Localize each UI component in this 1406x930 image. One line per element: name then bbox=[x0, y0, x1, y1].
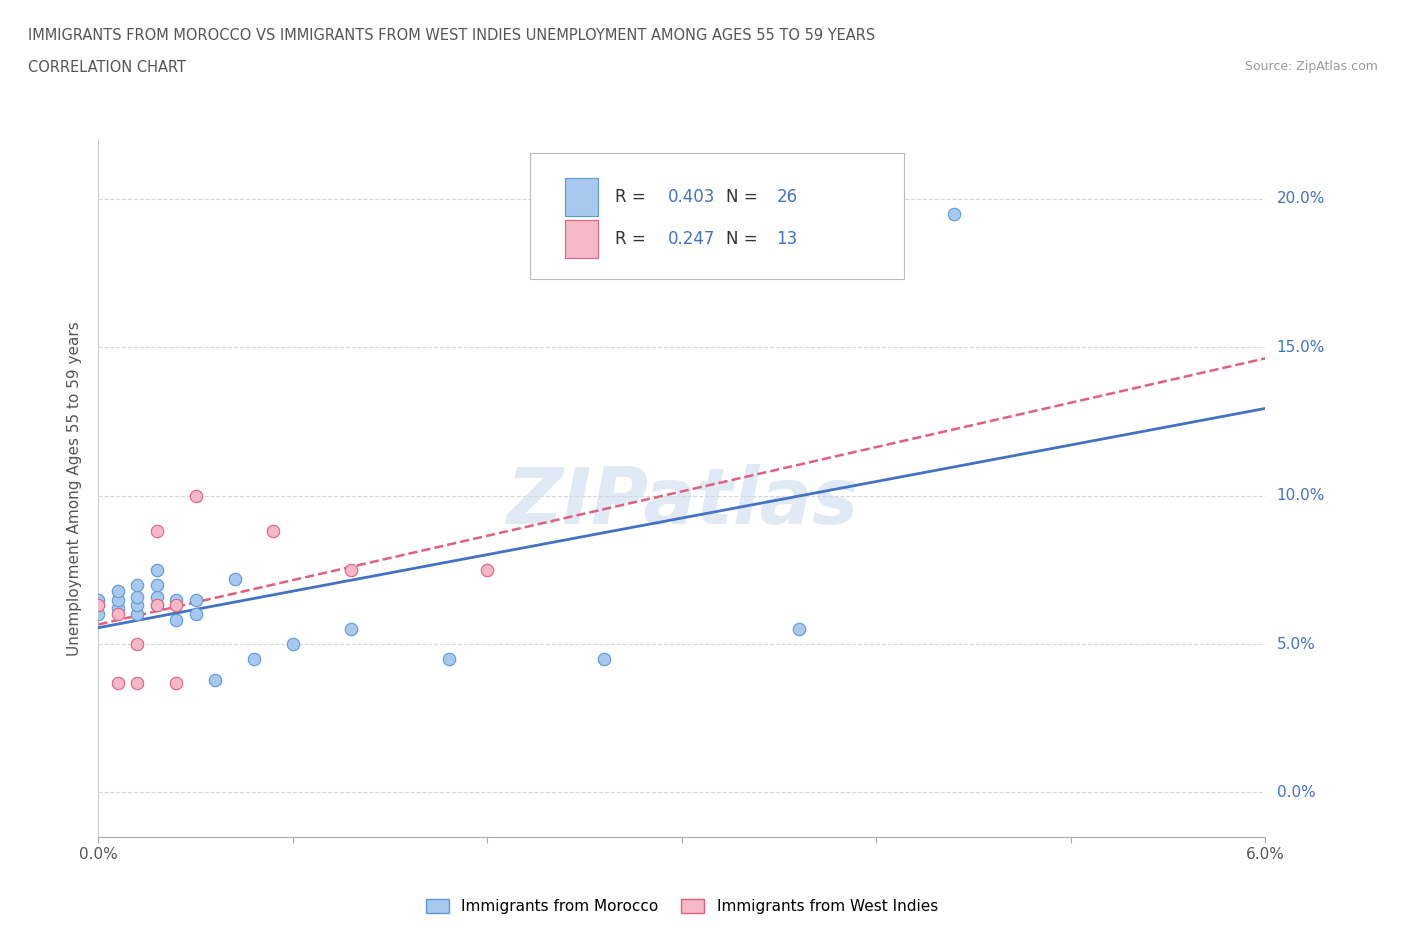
Point bbox=[107, 583, 129, 598]
Point bbox=[340, 622, 363, 637]
Text: 13: 13 bbox=[776, 230, 797, 248]
Point bbox=[243, 652, 266, 667]
Text: 0.247: 0.247 bbox=[668, 230, 716, 248]
Text: N =: N = bbox=[727, 230, 763, 248]
Point bbox=[184, 592, 207, 607]
Point bbox=[127, 607, 149, 622]
Point bbox=[127, 578, 149, 592]
Point bbox=[87, 607, 110, 622]
Point bbox=[107, 675, 129, 690]
Point bbox=[127, 675, 149, 690]
Point bbox=[184, 488, 207, 503]
Bar bbox=[565, 219, 598, 259]
Text: CORRELATION CHART: CORRELATION CHART bbox=[28, 60, 186, 75]
Point bbox=[340, 563, 363, 578]
Point bbox=[127, 589, 149, 604]
Point bbox=[184, 607, 207, 622]
Text: ZIPatlas: ZIPatlas bbox=[506, 464, 858, 540]
Text: N =: N = bbox=[727, 188, 763, 206]
Text: 5.0%: 5.0% bbox=[1277, 636, 1315, 652]
Point bbox=[943, 206, 966, 221]
Text: IMMIGRANTS FROM MOROCCO VS IMMIGRANTS FROM WEST INDIES UNEMPLOYMENT AMONG AGES 5: IMMIGRANTS FROM MOROCCO VS IMMIGRANTS FR… bbox=[28, 28, 876, 43]
Point bbox=[204, 672, 226, 687]
Legend: Immigrants from Morocco, Immigrants from West Indies: Immigrants from Morocco, Immigrants from… bbox=[420, 893, 943, 920]
Text: R =: R = bbox=[616, 230, 651, 248]
Point bbox=[107, 607, 129, 622]
Text: Source: ZipAtlas.com: Source: ZipAtlas.com bbox=[1244, 60, 1378, 73]
Text: R =: R = bbox=[616, 188, 651, 206]
Point bbox=[437, 652, 460, 667]
FancyBboxPatch shape bbox=[530, 153, 904, 279]
Point bbox=[146, 589, 169, 604]
Point bbox=[146, 578, 169, 592]
Point bbox=[127, 637, 149, 652]
Point bbox=[165, 613, 187, 628]
Point bbox=[146, 524, 169, 538]
Text: 26: 26 bbox=[776, 188, 797, 206]
Point bbox=[107, 592, 129, 607]
Bar bbox=[565, 178, 598, 217]
Y-axis label: Unemployment Among Ages 55 to 59 years: Unemployment Among Ages 55 to 59 years bbox=[67, 321, 83, 656]
Point bbox=[87, 598, 110, 613]
Point bbox=[224, 571, 246, 586]
Point bbox=[165, 675, 187, 690]
Text: 10.0%: 10.0% bbox=[1277, 488, 1324, 503]
Point bbox=[787, 622, 810, 637]
Point bbox=[87, 592, 110, 607]
Point bbox=[165, 592, 187, 607]
Point bbox=[477, 563, 499, 578]
Point bbox=[281, 637, 304, 652]
Text: 15.0%: 15.0% bbox=[1277, 339, 1324, 354]
Point bbox=[127, 598, 149, 613]
Text: 0.403: 0.403 bbox=[668, 188, 716, 206]
Text: 20.0%: 20.0% bbox=[1277, 192, 1324, 206]
Point bbox=[593, 652, 616, 667]
Point bbox=[146, 598, 169, 613]
Point bbox=[262, 524, 284, 538]
Point bbox=[165, 598, 187, 613]
Text: 0.0%: 0.0% bbox=[1277, 785, 1315, 800]
Point bbox=[146, 563, 169, 578]
Point bbox=[107, 601, 129, 616]
Point bbox=[146, 598, 169, 613]
